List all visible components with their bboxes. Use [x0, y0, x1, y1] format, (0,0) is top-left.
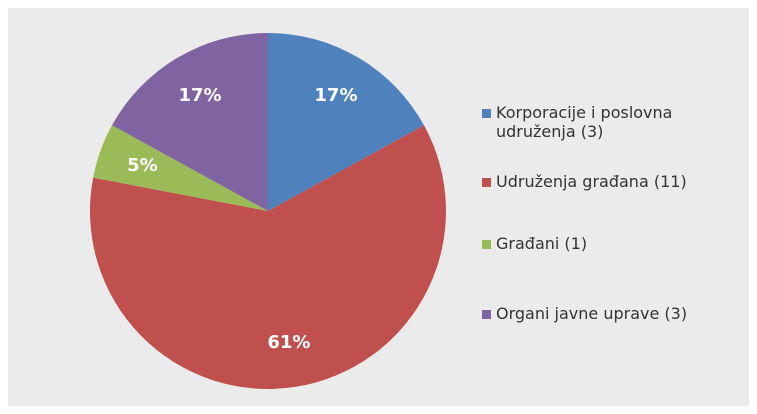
pie-slice [90, 125, 446, 389]
legend-label: Organi javne uprave (3) [496, 304, 688, 323]
pie-slice [268, 33, 424, 211]
legend-label: Građani (1) [496, 234, 588, 253]
legend-item: Organi javne uprave (3) [482, 304, 721, 323]
legend-label: Korporacije i poslovna udruženja (3) [496, 103, 673, 141]
pie-slice [112, 33, 268, 211]
legend-swatch [482, 109, 491, 118]
legend-item: Udruženja građana (11) [482, 172, 721, 191]
legend-label: Udruženja građana (11) [496, 172, 687, 191]
legend-swatch [482, 178, 491, 187]
data-label: 61% [267, 332, 310, 353]
data-label: 17% [178, 85, 221, 106]
legend-item: Korporacije i poslovna udruženja (3) [482, 103, 721, 141]
pie-slice [93, 125, 269, 211]
data-label: 5% [127, 155, 158, 176]
legend-swatch [482, 240, 491, 249]
legend-swatch [482, 310, 491, 319]
legend-item: Građani (1) [482, 234, 721, 253]
data-label: 17% [314, 85, 357, 106]
